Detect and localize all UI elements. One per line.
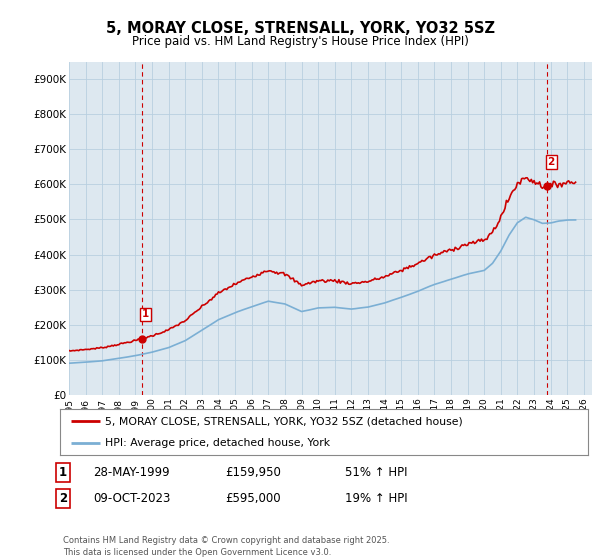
Text: 5, MORAY CLOSE, STRENSALL, YORK, YO32 5SZ (detached house): 5, MORAY CLOSE, STRENSALL, YORK, YO32 5S… [105, 416, 463, 426]
Text: 09-OCT-2023: 09-OCT-2023 [93, 492, 170, 505]
Text: 5, MORAY CLOSE, STRENSALL, YORK, YO32 5SZ: 5, MORAY CLOSE, STRENSALL, YORK, YO32 5S… [106, 21, 494, 36]
Text: 1: 1 [142, 310, 149, 319]
Text: 2: 2 [547, 157, 554, 167]
Text: HPI: Average price, detached house, York: HPI: Average price, detached house, York [105, 438, 330, 448]
Text: 28-MAY-1999: 28-MAY-1999 [93, 465, 170, 479]
Text: £159,950: £159,950 [225, 465, 281, 479]
Text: Price paid vs. HM Land Registry's House Price Index (HPI): Price paid vs. HM Land Registry's House … [131, 35, 469, 48]
Text: 1: 1 [59, 465, 67, 479]
Text: 2: 2 [59, 492, 67, 505]
Text: Contains HM Land Registry data © Crown copyright and database right 2025.
This d: Contains HM Land Registry data © Crown c… [63, 536, 389, 557]
Text: 51% ↑ HPI: 51% ↑ HPI [345, 465, 407, 479]
Text: 19% ↑ HPI: 19% ↑ HPI [345, 492, 407, 505]
Text: £595,000: £595,000 [225, 492, 281, 505]
